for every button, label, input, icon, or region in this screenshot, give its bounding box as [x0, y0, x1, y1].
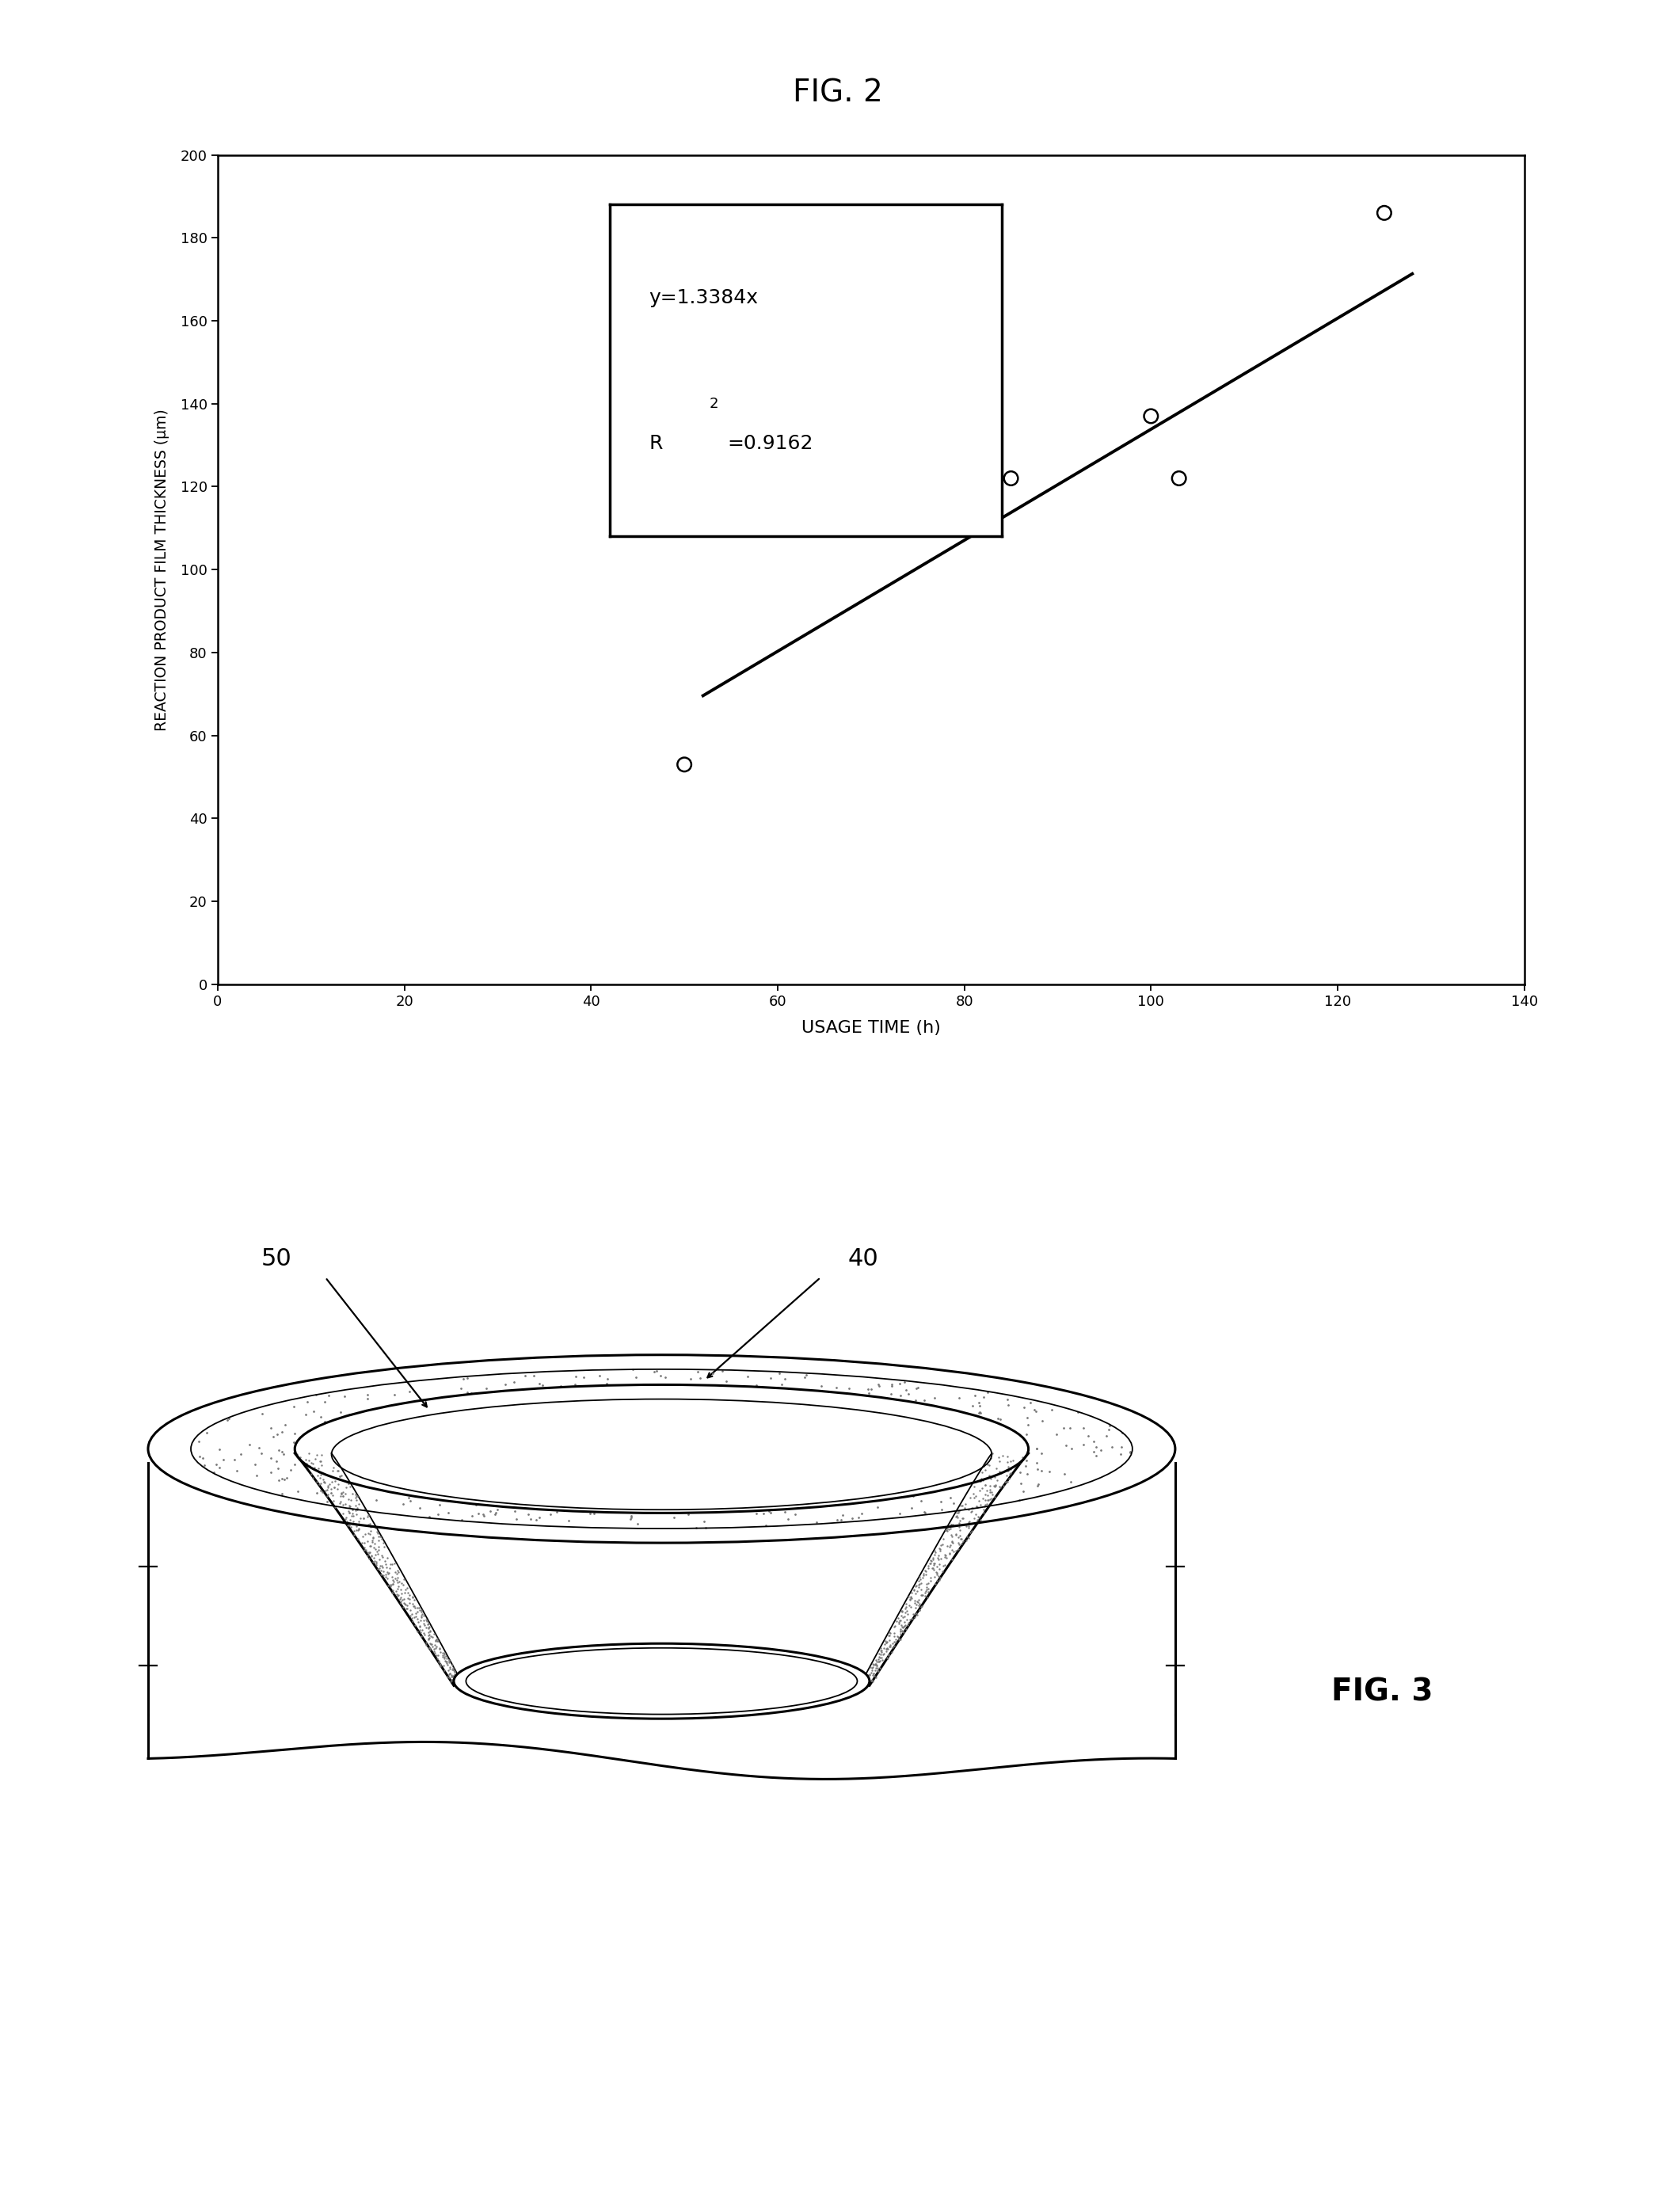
Point: [1137, 398, 1164, 434]
Point: [1370, 195, 1397, 230]
Ellipse shape: [295, 1385, 1028, 1513]
Text: FIG. 2: FIG. 2: [792, 77, 883, 108]
Ellipse shape: [454, 1644, 869, 1719]
Point: [1166, 460, 1193, 495]
X-axis label: USAGE TIME (h): USAGE TIME (h): [801, 1020, 941, 1035]
Text: 50: 50: [261, 1248, 291, 1270]
Y-axis label: REACTION PRODUCT FILM THICKNESS (μm): REACTION PRODUCT FILM THICKNESS (μm): [154, 409, 169, 730]
Text: 40: 40: [848, 1248, 879, 1270]
Point: [672, 748, 698, 783]
Point: [951, 498, 978, 533]
Text: FIG. 3: FIG. 3: [1332, 1677, 1434, 1708]
Point: [998, 460, 1025, 495]
